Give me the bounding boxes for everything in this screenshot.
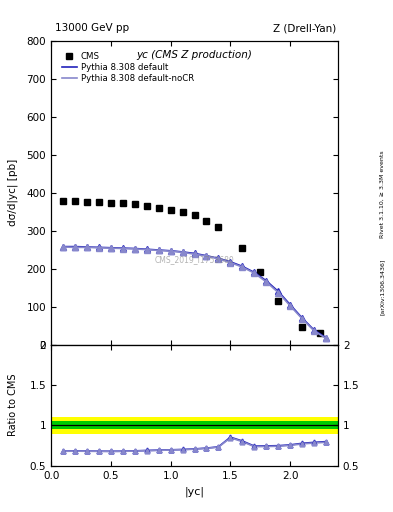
Pythia 8.308 default bbox=[144, 246, 149, 252]
Pythia 8.308 default bbox=[192, 250, 197, 257]
Pythia 8.308 default bbox=[168, 248, 173, 254]
Pythia 8.308 default bbox=[97, 244, 101, 250]
Pythia 8.308 default bbox=[156, 247, 161, 253]
CMS bbox=[168, 207, 173, 214]
Text: Z (Drell-Yan): Z (Drell-Yan) bbox=[273, 23, 336, 33]
Pythia 8.308 default-noCR bbox=[240, 264, 245, 270]
CMS bbox=[61, 198, 65, 204]
Pythia 8.308 default-noCR bbox=[228, 260, 233, 266]
Text: Rivet 3.1.10, ≥ 3.3M events: Rivet 3.1.10, ≥ 3.3M events bbox=[380, 151, 384, 239]
Pythia 8.308 default-noCR bbox=[300, 315, 305, 322]
CMS bbox=[258, 269, 263, 275]
Line: Pythia 8.308 default: Pythia 8.308 default bbox=[63, 247, 326, 338]
CMS bbox=[204, 218, 209, 224]
Pythia 8.308 default-noCR bbox=[120, 245, 125, 251]
Pythia 8.308 default-noCR bbox=[324, 335, 329, 342]
CMS bbox=[318, 330, 322, 336]
Pythia 8.308 default bbox=[132, 245, 137, 251]
Pythia 8.308 default-noCR bbox=[132, 246, 137, 252]
Pythia 8.308 default-noCR bbox=[108, 245, 113, 251]
Pythia 8.308 default bbox=[324, 335, 329, 341]
Pythia 8.308 default-noCR bbox=[61, 244, 65, 250]
Pythia 8.308 default-noCR bbox=[144, 247, 149, 253]
Pythia 8.308 default bbox=[264, 278, 269, 284]
Pythia 8.308 default bbox=[84, 244, 89, 250]
CMS bbox=[97, 199, 101, 205]
Pythia 8.308 default bbox=[240, 263, 245, 269]
Text: [arXiv:1306.3436]: [arXiv:1306.3436] bbox=[380, 259, 384, 315]
Pythia 8.308 default-noCR bbox=[252, 270, 257, 276]
Text: yᴄ (CMS Z production): yᴄ (CMS Z production) bbox=[137, 50, 252, 60]
Pythia 8.308 default bbox=[312, 327, 316, 333]
Pythia 8.308 default bbox=[276, 288, 281, 294]
Text: 13000 GeV pp: 13000 GeV pp bbox=[55, 23, 129, 33]
CMS bbox=[240, 245, 245, 251]
Pythia 8.308 default-noCR bbox=[168, 248, 173, 254]
Pythia 8.308 default-noCR bbox=[204, 253, 209, 259]
Pythia 8.308 default-noCR bbox=[264, 279, 269, 285]
X-axis label: |yᴄ|: |yᴄ| bbox=[185, 486, 204, 497]
Pythia 8.308 default-noCR bbox=[156, 247, 161, 253]
CMS bbox=[156, 205, 161, 211]
Pythia 8.308 default-noCR bbox=[312, 328, 316, 334]
Pythia 8.308 default bbox=[120, 245, 125, 251]
CMS bbox=[144, 203, 149, 209]
CMS bbox=[73, 198, 77, 204]
Pythia 8.308 default-noCR bbox=[84, 244, 89, 250]
Pythia 8.308 default bbox=[216, 255, 221, 262]
CMS bbox=[192, 212, 197, 219]
Pythia 8.308 default-noCR bbox=[276, 289, 281, 295]
CMS bbox=[216, 224, 221, 230]
CMS bbox=[276, 298, 281, 304]
Line: CMS: CMS bbox=[60, 198, 323, 336]
Pythia 8.308 default bbox=[252, 269, 257, 275]
Pythia 8.308 default bbox=[180, 249, 185, 255]
Pythia 8.308 default-noCR bbox=[97, 245, 101, 251]
Pythia 8.308 default-noCR bbox=[216, 255, 221, 262]
CMS bbox=[84, 199, 89, 205]
Pythia 8.308 default bbox=[61, 244, 65, 250]
Pythia 8.308 default-noCR bbox=[180, 249, 185, 255]
CMS bbox=[180, 209, 185, 216]
Pythia 8.308 default-noCR bbox=[192, 251, 197, 257]
Pythia 8.308 default bbox=[204, 252, 209, 259]
Pythia 8.308 default-noCR bbox=[73, 244, 77, 250]
CMS bbox=[300, 325, 305, 331]
Pythia 8.308 default bbox=[288, 302, 292, 308]
CMS bbox=[120, 200, 125, 206]
Pythia 8.308 default bbox=[73, 244, 77, 250]
Legend: CMS, Pythia 8.308 default, Pythia 8.308 default-noCR: CMS, Pythia 8.308 default, Pythia 8.308 … bbox=[58, 48, 197, 87]
Line: Pythia 8.308 default-noCR: Pythia 8.308 default-noCR bbox=[63, 247, 326, 338]
Text: CMS_2019_I1753680: CMS_2019_I1753680 bbox=[155, 255, 234, 264]
CMS bbox=[108, 200, 113, 206]
Y-axis label: dσ/d|yᴄ| [pb]: dσ/d|yᴄ| [pb] bbox=[7, 159, 18, 226]
Y-axis label: Ratio to CMS: Ratio to CMS bbox=[8, 374, 18, 436]
CMS bbox=[132, 201, 137, 207]
Pythia 8.308 default bbox=[300, 315, 305, 321]
Pythia 8.308 default bbox=[108, 245, 113, 251]
Pythia 8.308 default bbox=[228, 259, 233, 265]
Pythia 8.308 default-noCR bbox=[288, 303, 292, 309]
